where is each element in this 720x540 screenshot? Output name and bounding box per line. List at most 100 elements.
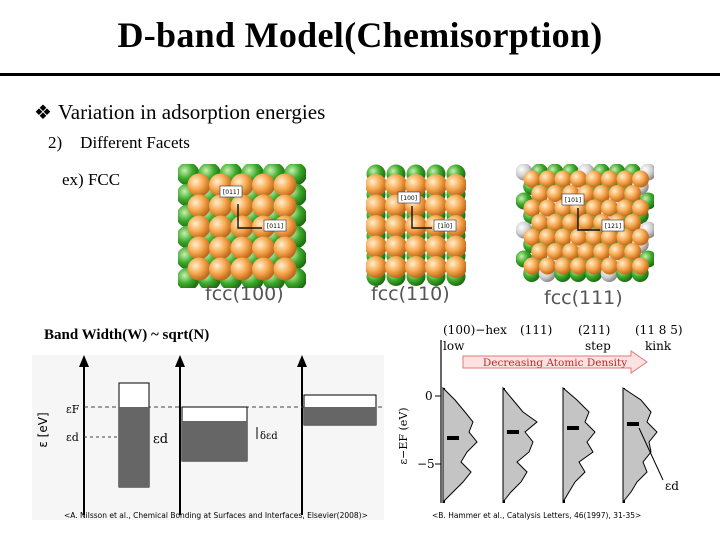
axis-arrowhead [175,355,185,367]
atom-sphere [585,170,603,188]
atom-sphere [445,256,466,278]
atom-sphere [577,243,595,260]
atom-sphere [616,199,634,217]
atom-sphere [608,243,626,260]
atom-sphere [230,194,254,218]
d-center-marker [567,426,579,430]
arrow-label: Decreasing Atomic Density [483,357,627,369]
atom-sphere [608,185,626,202]
direction-label: [121] [605,223,621,230]
bullet-line: ❖ Variation in adsorption energies [34,100,325,125]
atom-sphere [252,173,275,197]
fcc111-label: fcc(111) [544,287,623,309]
atom-sphere [187,194,211,218]
atom-sphere [570,228,587,246]
axis-arrowhead [297,355,307,367]
d-center-marker [507,430,519,434]
ed-pointer-line [638,427,664,481]
atom-sphere [570,170,587,188]
atom-sphere [616,170,634,188]
atom-sphere [593,185,611,202]
atom-sphere [531,185,549,202]
atom-sphere [562,243,580,260]
atom-sphere [273,257,297,281]
atom-sphere [523,170,541,188]
delta-label: δεd [260,431,278,442]
energy-axis-label: ε [eV] [36,412,50,447]
direction-box [601,219,625,232]
column-bottom-label: low [443,339,465,353]
axis-arrow [411,206,432,229]
atom-sphere [187,236,211,260]
atom-sphere [546,243,564,260]
atom-sphere [562,214,580,231]
band-filled-1 [119,407,149,487]
atom-sphere [425,256,447,278]
atom-sphere [273,194,297,218]
atom-sphere [632,199,649,217]
fcc111-surface-image: [101] [121] [516,164,654,282]
atom-sphere [366,235,387,258]
atom-sphere [425,174,447,196]
atom-sphere [601,170,618,188]
dos-curve [562,386,596,503]
atom-sphere [577,214,595,231]
atom-sphere [539,199,556,217]
atom-sphere [585,257,603,275]
atom-sphere [425,235,447,258]
y-tick-label: −5 [417,457,435,471]
column-bottom-label: step [585,339,611,353]
atom-sphere [546,185,564,202]
atom-sphere [554,170,572,188]
direction-box [433,219,457,232]
atom-sphere [230,257,254,281]
dos-curve [502,386,538,503]
atom-sphere [385,235,407,258]
column-top-label: (211) [578,323,610,337]
chart-y-label: ε−EF (eV) [397,407,410,464]
atom-sphere [546,214,564,231]
atom-sphere [405,215,427,237]
atom-sphere [385,174,407,196]
atom-sphere [539,228,556,246]
right-citation: <B. Hammer et al., Catalysis Letters, 46… [432,511,642,520]
d-center-label-mid: εd [153,432,168,447]
atom-sphere [624,185,642,202]
bullet-text: Variation in adsorption energies [57,100,326,124]
atom-sphere [405,174,427,196]
atom-sphere [632,228,649,246]
direction-label: [101] [565,197,581,204]
atom-sphere [445,174,466,196]
example-label: ex) FCC [62,170,121,189]
left-citation: <A. Nilsson et al., Chemical Bonding at … [64,511,368,520]
atom-sphere [531,243,549,260]
sub-text: Different Facets [80,133,190,152]
atom-sphere [366,194,387,217]
direction-label: [011] [223,189,239,196]
atom-sphere [632,170,649,188]
direction-label: [011] [267,223,283,230]
atom-sphere [252,257,275,281]
d-center-marker [627,422,639,426]
atom-sphere [445,194,466,217]
axis-arrowhead [79,355,89,367]
column-top-label: (111) [520,323,552,337]
ed-label: εd [665,479,679,493]
atom-sphere [209,215,232,239]
decreasing-density-arrow [462,350,648,374]
atom-sphere [593,243,611,260]
atom-sphere [425,194,447,217]
fermi-label: εF [66,403,80,416]
direction-box [219,185,243,198]
d-center-marker [447,436,459,440]
dos-curve [622,387,658,503]
axis-arrow [577,208,600,231]
title-rule [0,73,720,76]
fcc110-surface-image: [100] [1Ī0] [366,164,466,286]
y-tick-label: 0 [425,389,433,403]
atom-sphere [187,257,211,281]
atom-sphere [523,199,541,217]
atom-sphere [187,215,211,239]
atom-sphere [523,257,541,275]
axis-arrow [237,204,262,229]
